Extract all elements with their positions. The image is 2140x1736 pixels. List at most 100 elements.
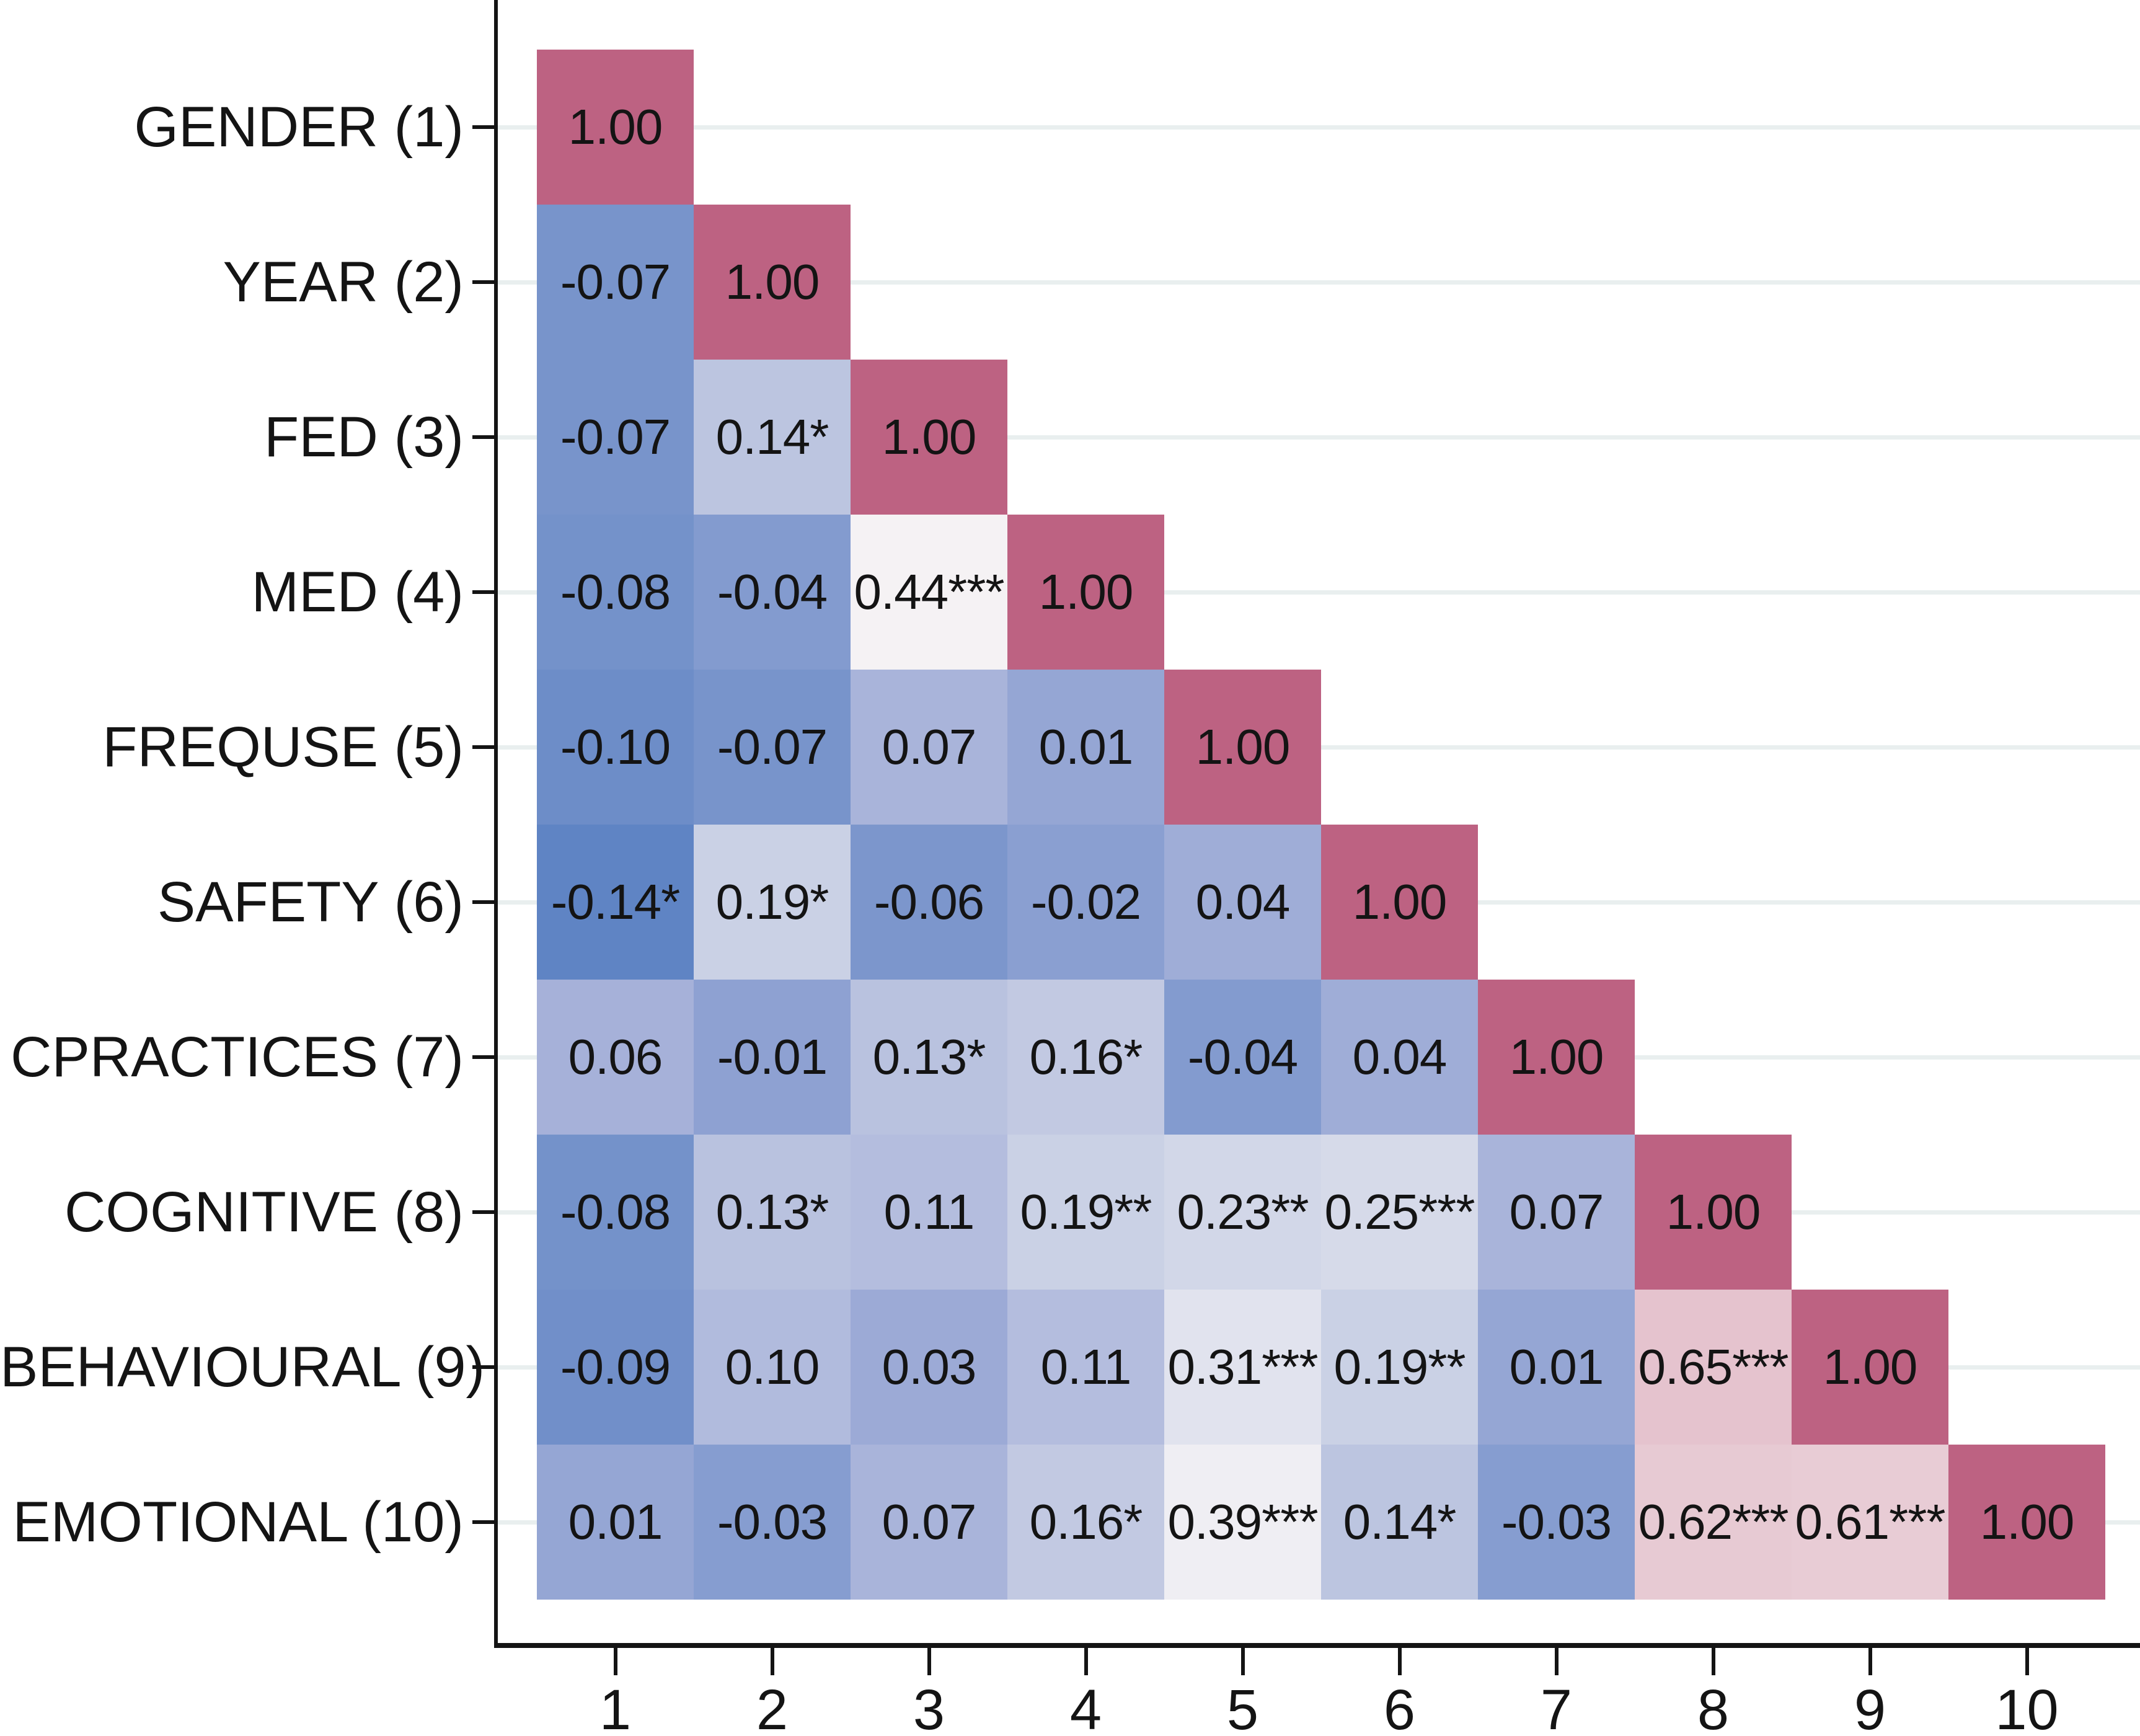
x-axis-label: 4 [1069,1678,1102,1736]
correlation-cell-8-3: 0.11 [851,1135,1007,1290]
y-axis-tick [472,125,496,129]
x-axis-label: 6 [1383,1678,1416,1736]
correlation-cell-7-3: 0.13* [851,980,1007,1135]
y-axis-tick [472,1055,496,1059]
y-axis-label: FED (3) [264,405,464,469]
correlation-cell-10-5: 0.39*** [1164,1445,1321,1600]
correlation-cell-10-4: 0.16* [1007,1445,1164,1600]
correlation-cell-3-1: -0.07 [537,360,694,515]
correlation-cell-7-7: 1.00 [1478,980,1635,1135]
correlation-cell-5-2: -0.07 [694,670,851,825]
x-axis-label: 10 [1995,1678,2059,1736]
x-axis-label: 2 [756,1678,789,1736]
correlation-cell-10-3: 0.07 [851,1445,1007,1600]
y-axis-tick [472,1210,496,1214]
x-axis-tick [1554,1648,1559,1675]
correlation-cell-8-1: -0.08 [537,1135,694,1290]
correlation-cell-10-8: 0.62*** [1635,1445,1792,1600]
correlation-cell-5-1: -0.10 [537,670,694,825]
x-axis-tick [613,1648,617,1675]
correlation-cell-10-1: 0.01 [537,1445,694,1600]
x-axis-label: 8 [1697,1678,1730,1736]
x-axis-tick [1084,1648,1088,1675]
correlation-cell-1-1: 1.00 [537,50,694,205]
correlation-cell-10-6: 0.14* [1321,1445,1478,1600]
gridline [498,125,2140,130]
correlation-cell-6-1: -0.14* [537,825,694,980]
correlation-cell-6-6: 1.00 [1321,825,1478,980]
correlation-cell-9-4: 0.11 [1007,1290,1164,1445]
x-axis-tick [1240,1648,1245,1675]
correlation-cell-7-6: 0.04 [1321,980,1478,1135]
correlation-cell-6-3: -0.06 [851,825,1007,980]
x-axis-label: 5 [1226,1678,1259,1736]
correlation-cell-10-9: 0.61*** [1792,1445,1948,1600]
y-axis-label: SAFETY (6) [157,870,464,934]
correlation-cell-8-5: 0.23** [1164,1135,1321,1290]
y-axis-line [494,0,498,1648]
y-axis-tick [472,900,496,904]
correlation-cell-7-2: -0.01 [694,980,851,1135]
correlation-cell-7-4: 0.16* [1007,980,1164,1135]
x-axis-label: 7 [1540,1678,1573,1736]
y-axis-label: COGNITIVE (8) [64,1180,464,1244]
y-axis-tick [472,590,496,594]
y-axis-tick [472,435,496,439]
gridline [498,435,2140,440]
y-axis-label: GENDER (1) [134,95,464,159]
correlation-cell-9-9: 1.00 [1792,1290,1948,1445]
correlation-cell-2-1: -0.07 [537,205,694,360]
correlation-cell-8-7: 0.07 [1478,1135,1635,1290]
gridline [498,280,2140,285]
x-axis-line [494,1643,2140,1648]
correlation-cell-9-8: 0.65*** [1635,1290,1792,1445]
y-axis-tick [472,745,496,749]
correlation-cell-6-4: -0.02 [1007,825,1164,980]
y-axis-label: BEHAVIOURAL (9) [0,1335,485,1399]
correlation-cell-4-1: -0.08 [537,515,694,670]
correlation-cell-10-2: -0.03 [694,1445,851,1600]
correlation-cell-2-2: 1.00 [694,205,851,360]
x-axis-tick [1711,1648,1715,1675]
correlation-cell-10-7: -0.03 [1478,1445,1635,1600]
correlation-cell-8-4: 0.19** [1007,1135,1164,1290]
correlation-cell-9-1: -0.09 [537,1290,694,1445]
y-axis-label: FREQUSE (5) [102,715,464,779]
correlation-cell-3-3: 1.00 [851,360,1007,515]
correlation-cell-4-2: -0.04 [694,515,851,670]
correlation-cell-9-2: 0.10 [694,1290,851,1445]
y-axis-tick [472,1365,496,1369]
correlation-cell-6-2: 0.19* [694,825,851,980]
correlation-cell-6-5: 0.04 [1164,825,1321,980]
correlation-cell-9-5: 0.31*** [1164,1290,1321,1445]
x-axis-tick [2025,1648,2029,1675]
correlation-cell-9-3: 0.03 [851,1290,1007,1445]
correlation-cell-3-2: 0.14* [694,360,851,515]
correlation-cell-5-4: 0.01 [1007,670,1164,825]
y-axis-label: CPRACTICES (7) [11,1025,464,1089]
correlation-cell-8-2: 0.13* [694,1135,851,1290]
x-axis-tick [770,1648,774,1675]
y-axis-tick [472,280,496,284]
y-axis-label: YEAR (2) [223,250,464,314]
x-axis-tick [1868,1648,1872,1675]
x-axis-tick [927,1648,931,1675]
correlation-cell-7-5: -0.04 [1164,980,1321,1135]
y-axis-label: MED (4) [251,560,464,624]
x-axis-label: 3 [913,1678,945,1736]
correlation-cell-10-10: 1.00 [1948,1445,2105,1600]
correlation-cell-9-6: 0.19** [1321,1290,1478,1445]
correlation-cell-8-6: 0.25*** [1321,1135,1478,1290]
y-axis-tick [472,1520,496,1524]
correlation-cell-9-7: 0.01 [1478,1290,1635,1445]
x-axis-label: 9 [1854,1678,1886,1736]
correlation-cell-8-8: 1.00 [1635,1135,1792,1290]
correlation-cell-5-5: 1.00 [1164,670,1321,825]
correlation-cell-4-4: 1.00 [1007,515,1164,670]
x-axis-label: 1 [599,1678,632,1736]
correlation-cell-5-3: 0.07 [851,670,1007,825]
y-axis-label: EMOTIONAL (10) [12,1490,464,1554]
x-axis-tick [1397,1648,1402,1675]
gridline [498,590,2140,595]
